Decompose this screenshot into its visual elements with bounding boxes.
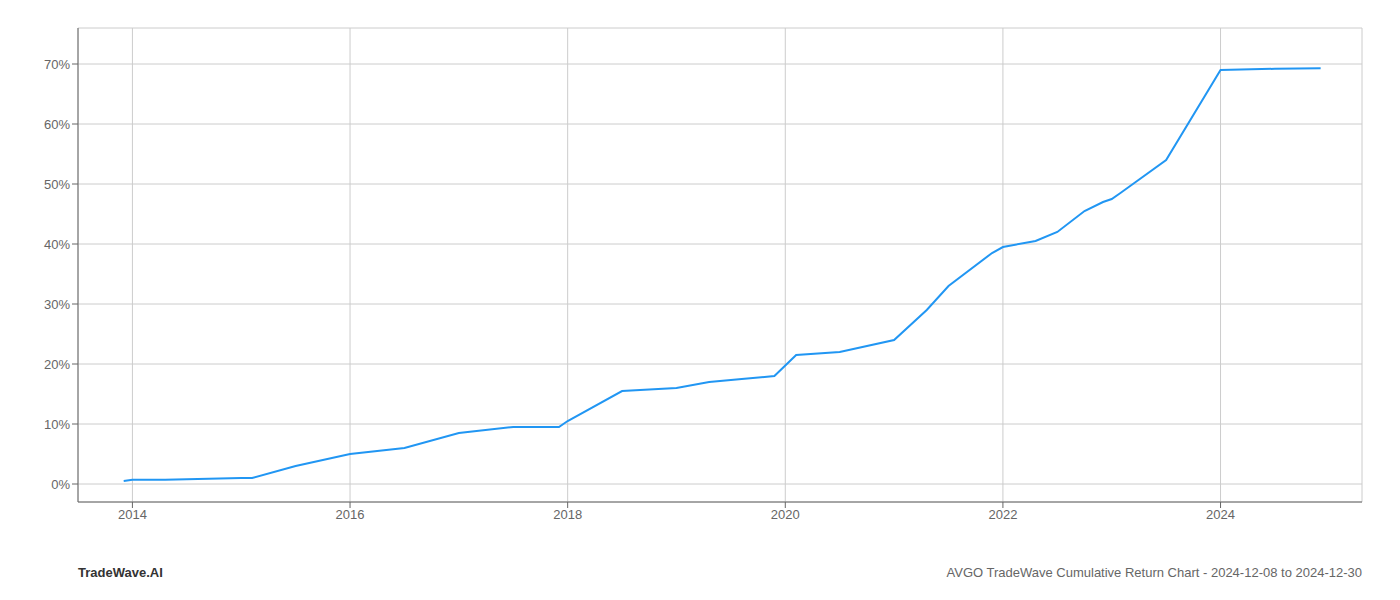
svg-text:2014: 2014 [118, 507, 147, 522]
svg-text:50%: 50% [44, 177, 70, 192]
svg-text:60%: 60% [44, 117, 70, 132]
svg-text:0%: 0% [51, 477, 70, 492]
svg-text:2020: 2020 [771, 507, 800, 522]
svg-text:2024: 2024 [1206, 507, 1235, 522]
html-text:TradeWave.AI: TradeWave.AI [78, 564, 163, 580]
svg-text:2016: 2016 [336, 507, 365, 522]
svg-text:10%: 10% [44, 417, 70, 432]
svg-text:2018: 2018 [553, 507, 582, 522]
html-text:AVGO TradeWave Cumulative Retu: AVGO TradeWave Cumulative Return Chart -… [946, 564, 1362, 580]
svg-text:20%: 20% [44, 357, 70, 372]
svg-text:30%: 30% [44, 297, 70, 312]
svg-text:70%: 70% [44, 57, 70, 72]
svg-text:40%: 40% [44, 237, 70, 252]
svg-text:2022: 2022 [988, 507, 1017, 522]
